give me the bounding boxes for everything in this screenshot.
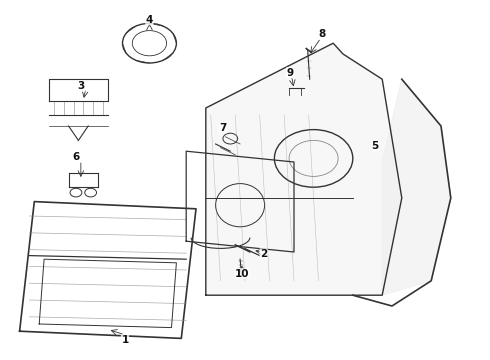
Text: 1: 1 (122, 335, 128, 345)
Text: 9: 9 (287, 68, 294, 78)
Text: 3: 3 (77, 81, 84, 91)
Polygon shape (382, 79, 451, 295)
Polygon shape (206, 43, 402, 295)
Text: 2: 2 (260, 249, 267, 259)
Text: 10: 10 (235, 269, 250, 279)
Text: 8: 8 (319, 29, 326, 39)
Text: 6: 6 (73, 152, 79, 162)
Text: 4: 4 (146, 15, 153, 25)
Text: 7: 7 (219, 123, 227, 133)
Text: 5: 5 (371, 141, 378, 151)
